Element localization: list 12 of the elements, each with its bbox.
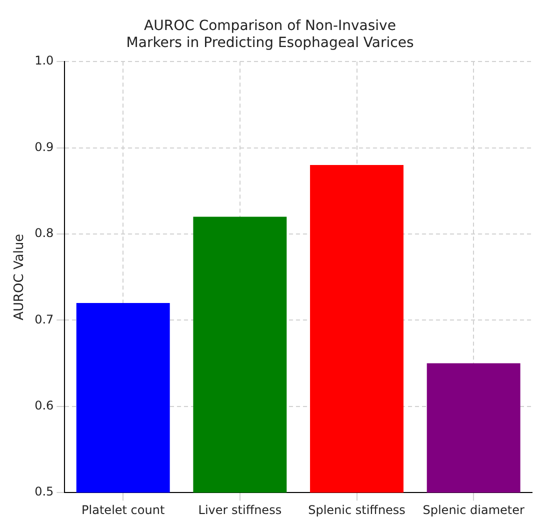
x-tick-label: Liver stiffness	[198, 502, 282, 517]
y-tick-label: 0.8	[34, 226, 54, 240]
x-tick-label: Splenic stiffness	[308, 502, 406, 517]
y-tick-label: 0.9	[34, 140, 54, 154]
chart-title: AUROC Comparison of Non-Invasive Markers in Predicting Esophageal Varices	[126, 18, 414, 51]
y-tick-label: 0.7	[34, 312, 54, 326]
x-tick-label: Platelet count	[82, 502, 165, 517]
y-tick-label: 0.5	[34, 484, 54, 499]
x-tick-label: Splenic diameter	[422, 502, 524, 517]
y-tick-label: 0.6	[34, 398, 54, 413]
y-tick-label: 1.0	[34, 54, 54, 68]
y-axis-title: AUROC Value	[12, 234, 28, 320]
